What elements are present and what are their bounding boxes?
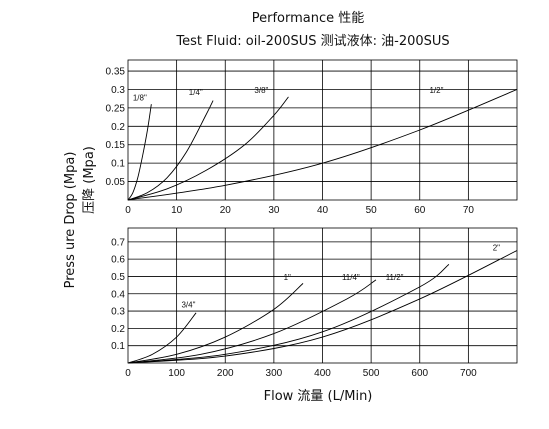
top-x-tick-label: 30	[268, 205, 280, 216]
bottom-x-tick-label: 700	[460, 368, 477, 379]
top-y-tick-label: 0.35	[106, 67, 126, 78]
top-series-label: 1/8"	[133, 94, 147, 103]
bottom-y-tick-label: 0.6	[111, 255, 125, 266]
top-x-tick-label: 40	[317, 205, 329, 216]
bottom-series-curve	[127, 283, 304, 364]
bottom-series-label: 2"	[493, 244, 500, 253]
bottom-y-tick-label: 0.1	[111, 341, 125, 352]
bottom-series-label: 1"	[284, 273, 291, 282]
chart-subtitle: Test Fluid: oil-200SUS 测试液体: 油-200SUS	[175, 34, 449, 49]
bottom-x-tick-label: 0	[125, 368, 131, 379]
bottom-panel: 0 100 200 300 400 500 600 700 0.1 0.2 0.3 0.4 0.5 0.6…	[111, 227, 518, 379]
bottom-x-tick-label: 600	[411, 368, 428, 379]
y-axis-label-chinese: 压降 (Mpa)	[82, 146, 97, 214]
top-x-tick-label: 10	[171, 205, 183, 216]
top-x-tick-label: 0	[125, 205, 131, 216]
top-y-tick-label: 0.3	[111, 85, 125, 96]
top-series-label: 1/2"	[429, 86, 443, 95]
bottom-x-tick-label: 300	[266, 368, 283, 379]
bottom-series-curve	[127, 312, 197, 364]
top-x-tick-label: 70	[463, 205, 475, 216]
y-axis-label-english: Press ure Drop (Mpa)	[63, 152, 78, 289]
top-y-tick-label: 0.25	[106, 103, 126, 114]
top-series-curve	[127, 89, 518, 201]
bottom-series-curve	[127, 263, 450, 364]
top-series-label: 3/8"	[254, 86, 268, 95]
top-x-tick-label: 20	[220, 205, 232, 216]
bottom-y-tick-label: 0.3	[111, 307, 125, 318]
top-series-label: 1/4"	[189, 88, 203, 97]
top-series-curve	[127, 96, 289, 201]
top-series-curve	[127, 100, 214, 201]
bottom-y-tick-label: 0.4	[111, 289, 125, 300]
top-y-tick-label: 0.2	[111, 122, 125, 133]
top-x-tick-label: 50	[366, 205, 378, 216]
bottom-x-tick-label: 200	[217, 368, 234, 379]
bottom-series-label: 11/4"	[342, 273, 360, 282]
bottom-x-tick-label: 400	[314, 368, 331, 379]
bottom-y-tick-label: 0.7	[111, 237, 125, 248]
bottom-series-label: 11/2"	[386, 273, 404, 282]
bottom-series-curve	[127, 250, 518, 364]
top-panel: 0 10 20 30 40 50 60 70 0.05 0.1 0.15 0.2 0.25 0.3 0.35…	[106, 59, 518, 216]
bottom-x-tick-label: 500	[363, 368, 380, 379]
x-axis-label: Flow 流量 (L/Min)	[264, 389, 373, 404]
bottom-y-tick-label: 0.2	[111, 324, 125, 335]
top-y-tick-label: 0.15	[106, 140, 126, 151]
bottom-series-label: 3/4"	[181, 301, 195, 310]
top-y-tick-label: 0.1	[111, 159, 125, 170]
top-series-curve	[127, 104, 152, 201]
chart-title: Performance 性能	[252, 11, 365, 26]
bottom-y-tick-label: 0.5	[111, 272, 125, 283]
top-y-tick-label: 0.05	[106, 177, 126, 188]
top-x-tick-label: 60	[414, 205, 426, 216]
bottom-series-curve	[127, 279, 377, 364]
bottom-x-tick-label: 100	[168, 368, 185, 379]
